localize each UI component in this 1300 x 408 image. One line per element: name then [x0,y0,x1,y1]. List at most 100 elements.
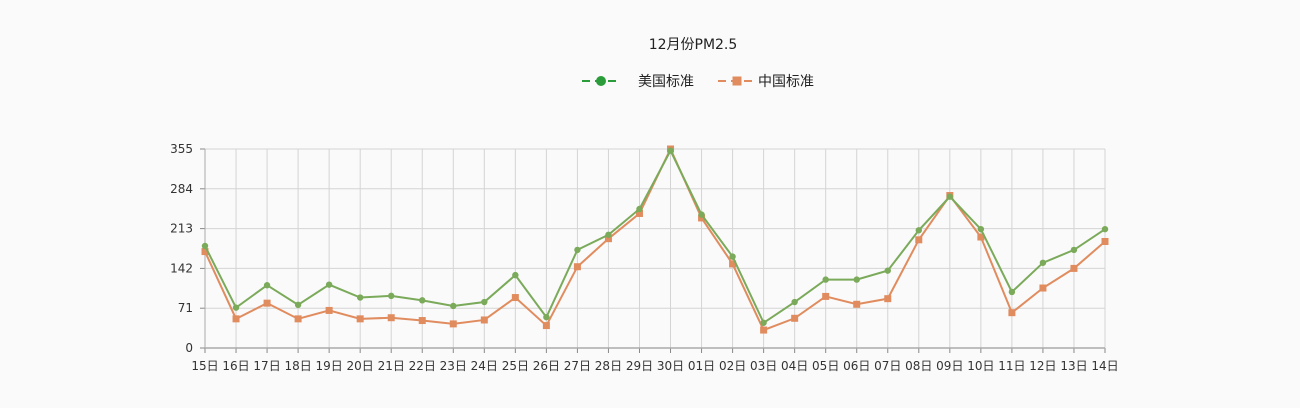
x-tick-label: 10日 [967,359,994,373]
y-tick-label: 71 [178,301,193,315]
x-tick-label: 19日 [315,359,342,373]
data-point [356,294,364,301]
data-point [574,246,581,254]
x-tick-label: 01日 [688,359,715,373]
x-tick-label: 15日 [191,359,218,373]
chart-title: 12月份PM2.5 [649,37,738,53]
data-point [1008,309,1016,317]
data-point [1070,246,1078,254]
y-tick-label: 142 [170,261,193,275]
data-point [791,314,799,322]
x-tick-label: 12日 [1029,359,1056,373]
legend-item-2: 中国标准 [718,74,814,90]
data-point [946,193,954,200]
data-point [1039,259,1047,266]
axes: 0 71 142 213 284 355 15日 16日 17日 18日 19日 20日 21日 22日 2… [170,142,1119,373]
y-tick-label: 0 [185,341,193,355]
legend-label: 美国标准 [638,74,694,90]
x-tick-label: 24日 [471,359,498,373]
data-point [1070,264,1078,272]
x-tick-label: 27日 [564,359,591,373]
x-tick-label: 07日 [874,359,901,373]
data-point [636,205,643,213]
data-point [481,298,488,306]
data-point [294,315,302,323]
data-point [201,242,209,250]
data-point [791,298,798,306]
data-point [1008,288,1016,296]
x-tick-label: 13日 [1060,359,1087,373]
data-point [884,295,892,303]
data-point [232,315,240,323]
series-layer [201,145,1109,334]
x-tick-label: 16日 [222,359,249,373]
grid-lines [204,148,1106,349]
legend-marker-circle [596,76,606,86]
series-line-2 [204,146,1106,332]
x-tick-label: 23日 [440,359,467,373]
legend-marker-square [732,76,742,86]
x-tick-label: 09日 [936,359,963,373]
data-point [635,209,643,217]
x-tick-label: 22日 [409,359,436,373]
data-point [418,317,426,325]
data-point [977,233,985,241]
data-point [325,306,333,314]
data-point [605,231,612,238]
data-point [667,147,674,154]
x-tick-label: 14日 [1091,359,1118,373]
x-tick-label: 20日 [347,359,374,373]
x-tick-label: 17日 [253,359,280,373]
data-point [543,313,550,321]
data-point [884,267,891,274]
legend: 美国标准 中国标准 [582,74,814,90]
legend-item-1: 美国标准 [582,74,694,90]
data-point [1101,225,1109,233]
x-tick-label: 02日 [719,359,746,373]
data-point [263,282,271,289]
x-tick-label: 28日 [595,359,622,373]
data-point [729,253,736,260]
data-point [325,281,333,288]
y-tick-label: 213 [170,222,193,236]
data-point [977,225,985,233]
data-point [915,227,922,234]
series-line-1 [204,148,1106,325]
data-point [698,211,705,218]
data-point [760,326,768,334]
data-point [511,294,519,302]
data-point [729,260,737,268]
data-point [573,263,581,271]
data-point [450,302,457,310]
x-tick-label: 30日 [657,359,684,373]
x-tick-label: 08日 [905,359,932,373]
data-point [853,300,861,308]
x-tick-label: 04日 [781,359,808,373]
data-point [294,301,302,309]
data-point [388,292,395,300]
x-tick-label: 21日 [378,359,405,373]
data-point [1101,237,1109,245]
data-point [232,304,240,311]
x-tick-label: 18日 [284,359,311,373]
data-point [201,248,209,256]
x-tick-label: 06日 [843,359,870,373]
x-tick-label: 11日 [998,359,1025,373]
data-point [419,297,426,304]
data-point [915,236,923,244]
data-point [822,292,830,300]
data-point [263,299,271,307]
data-point [1039,284,1047,292]
x-tick-label: 26日 [533,359,560,373]
data-point [449,320,457,328]
data-point [604,235,612,243]
x-tick-label: 29日 [626,359,653,373]
data-point [760,319,767,326]
data-point [480,316,488,324]
x-tick-label: 05日 [812,359,839,373]
data-point [356,315,364,323]
data-point [698,214,706,222]
data-point [387,314,395,322]
